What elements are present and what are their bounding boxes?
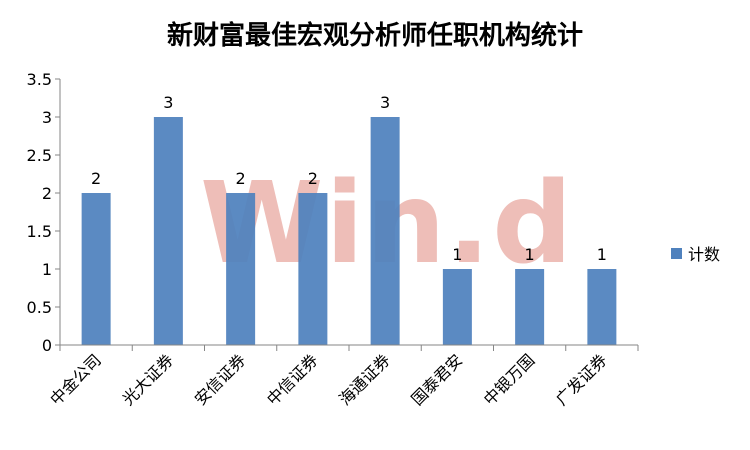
- y-tick-label: 0: [42, 336, 52, 355]
- bar: [515, 269, 545, 345]
- x-category-label: 光大证券: [119, 350, 178, 409]
- bars: [81, 117, 617, 345]
- x-category-label: 中银万国: [480, 350, 539, 409]
- bar: [81, 193, 111, 345]
- legend-label: 计数: [688, 245, 720, 264]
- bar-value-label: 1: [452, 245, 462, 264]
- y-tick-label: 2: [42, 184, 52, 203]
- bar: [587, 269, 617, 345]
- x-category-label: 海通证券: [335, 350, 394, 409]
- y-tick-label: 3: [42, 108, 52, 127]
- y-tick-label: 1: [42, 260, 52, 279]
- y-tick-label: 2.5: [27, 146, 52, 165]
- x-category-label: 中信证券: [263, 350, 322, 409]
- bar-value-label: 1: [597, 245, 607, 264]
- y-tick-label: 3.5: [27, 70, 52, 89]
- bar: [153, 117, 183, 345]
- x-category-label: 安信证券: [191, 350, 250, 409]
- x-category-label: 广发证券: [552, 350, 611, 409]
- x-axis: 中金公司 光大证券 安信证券 中信证券 海通证券 国泰君安 中银万国 广发证券: [46, 344, 639, 409]
- y-tick-label: 0.5: [27, 298, 52, 317]
- bar-value-label: 3: [380, 93, 390, 112]
- bar: [226, 193, 256, 345]
- bar-value-label: 2: [91, 169, 101, 188]
- bar-value-label: 2: [236, 169, 246, 188]
- x-category-label: 国泰君安: [408, 350, 467, 409]
- bar-value-label: 2: [308, 169, 318, 188]
- bar: [442, 269, 472, 345]
- bar: [370, 117, 400, 345]
- y-tick-label: 1.5: [27, 222, 52, 241]
- bar: [298, 193, 328, 345]
- y-axis: 0 0.5 1 1.5 2 2.5 3 3.5: [27, 70, 61, 355]
- data-labels: 2 3 2 2 3 1 1 1: [91, 93, 607, 264]
- legend: 计数: [671, 245, 720, 264]
- legend-swatch: [671, 248, 682, 259]
- chart-title: 新财富最佳宏观分析师任职机构统计: [167, 20, 583, 51]
- bar-value-label: 3: [163, 93, 173, 112]
- bar-value-label: 1: [525, 245, 535, 264]
- x-category-label: 中金公司: [46, 350, 105, 409]
